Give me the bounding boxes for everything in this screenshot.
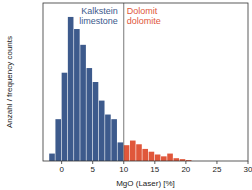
bar xyxy=(68,17,74,161)
bar xyxy=(62,73,68,161)
x-tick-label: 15 xyxy=(150,165,159,174)
bar xyxy=(155,154,161,161)
x-tick-label: 20 xyxy=(181,165,190,174)
annotation: limestone xyxy=(79,16,118,26)
x-tick xyxy=(185,161,186,164)
annotation: Dolomit xyxy=(127,6,158,16)
x-tick-label: 25 xyxy=(212,165,221,174)
threshold-line xyxy=(123,3,124,161)
bar xyxy=(111,119,117,161)
x-tick xyxy=(248,161,249,164)
x-tick-label: 5 xyxy=(90,165,95,174)
chart: 0 5 10 15 20 25 30 MgO (Laser) [%] Anzahl / freq… xyxy=(0,0,252,190)
bar xyxy=(149,152,155,161)
x-tick-label: 10 xyxy=(119,165,128,174)
x-tick-label: 0 xyxy=(59,165,64,174)
x-tick-label: 30 xyxy=(244,165,252,174)
bar xyxy=(136,144,142,161)
x-tick xyxy=(154,161,155,164)
bar xyxy=(80,45,86,161)
frame xyxy=(43,3,248,161)
bar xyxy=(173,158,179,161)
bar xyxy=(167,154,173,161)
x-tick xyxy=(216,161,217,164)
x-tick xyxy=(61,161,62,164)
bar xyxy=(99,101,105,161)
bar xyxy=(55,119,61,161)
bar xyxy=(161,156,167,161)
x-axis-label: MgO (Laser) [%] xyxy=(116,179,175,188)
x-tick xyxy=(123,161,124,164)
annotation: Kalkstein xyxy=(81,6,118,16)
bar xyxy=(93,82,99,161)
bars xyxy=(49,3,191,161)
bar xyxy=(142,149,148,161)
bar xyxy=(124,145,130,161)
annotation: dolomite xyxy=(127,16,161,26)
bar xyxy=(118,142,124,161)
bar xyxy=(86,68,92,161)
bar xyxy=(49,154,55,161)
y-axis-label: Anzahl / frequency counts xyxy=(5,36,14,128)
x-tick xyxy=(92,161,93,164)
bar xyxy=(105,115,111,161)
bar xyxy=(130,141,136,161)
bar xyxy=(74,29,80,161)
